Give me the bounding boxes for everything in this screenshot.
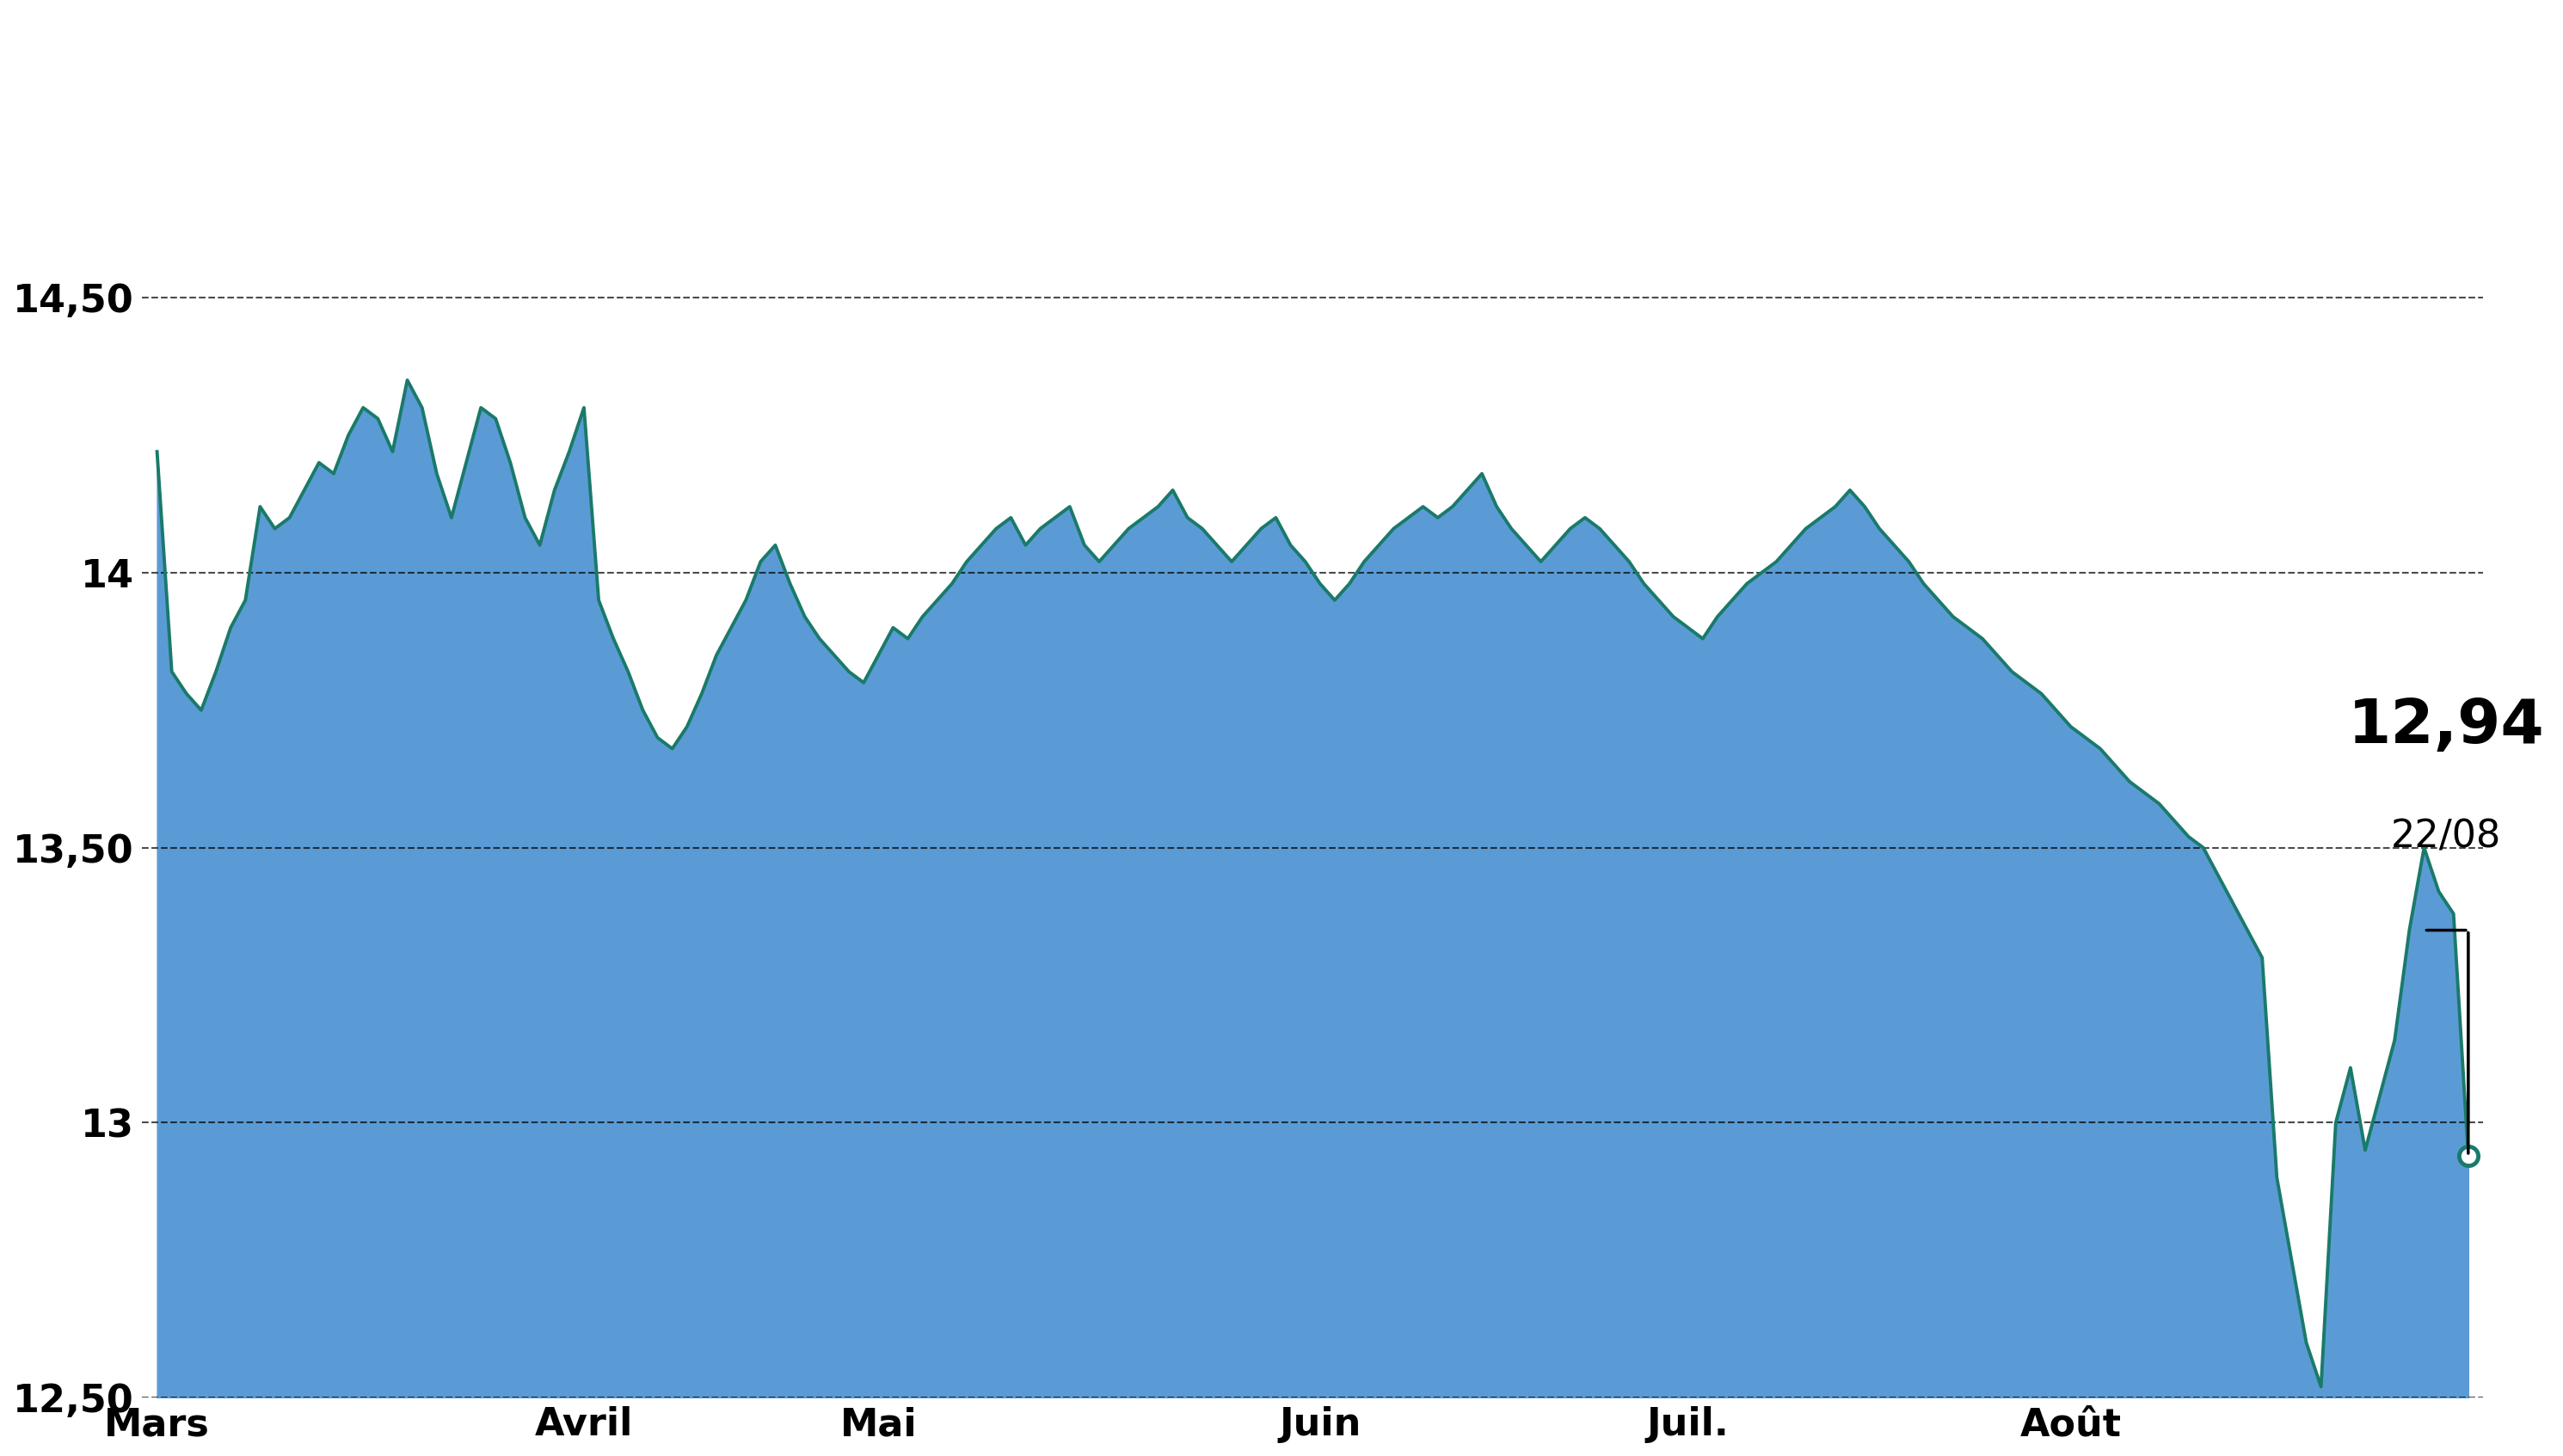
- Text: 22/08: 22/08: [2391, 818, 2501, 855]
- Text: 12,94: 12,94: [2348, 697, 2545, 756]
- Text: Gladstone Investment Corporation: Gladstone Investment Corporation: [443, 45, 2120, 130]
